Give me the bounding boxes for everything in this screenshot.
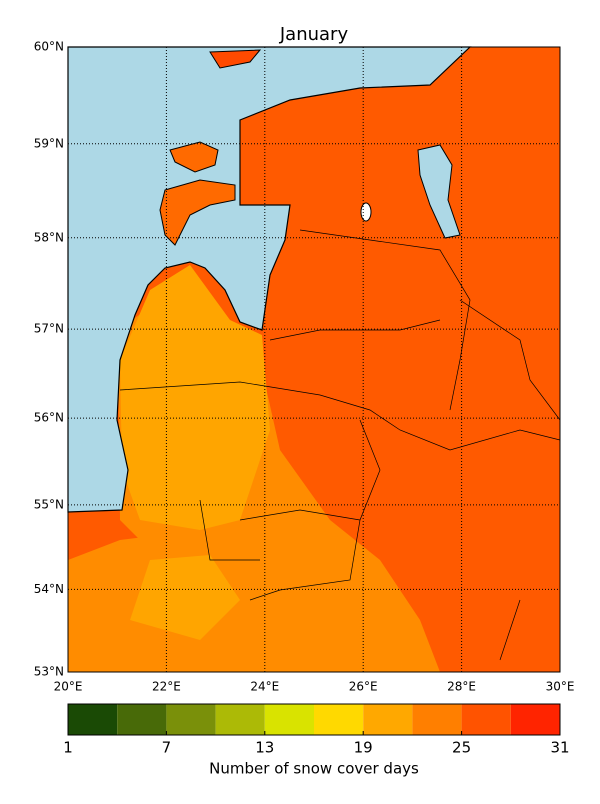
colorbar-bin xyxy=(363,704,413,735)
border xyxy=(119,229,561,661)
lat-label: 57°N xyxy=(34,322,64,336)
colorbar-tick-label: 13 xyxy=(255,739,274,757)
island xyxy=(159,179,236,246)
lon-label: 24°E xyxy=(250,680,279,694)
colorbar-bin xyxy=(215,704,265,735)
lat-label: 54°N xyxy=(34,582,64,596)
graticule: 20°E 22°E 24°E 26°E 28°E 30°E 53°N 54°N 55°N 56°N… xyxy=(34,40,575,694)
island xyxy=(169,141,219,173)
lon-label: 30°E xyxy=(546,680,575,694)
colorbar-bin xyxy=(314,704,364,735)
colorbar-tick-label: 1 xyxy=(63,739,73,757)
colorbar: 1 7 13 19 25 31 xyxy=(63,703,570,757)
lake xyxy=(360,202,372,222)
title: January xyxy=(279,24,349,45)
lat-label: 55°N xyxy=(34,497,64,511)
lat-label: 53°N xyxy=(34,665,64,679)
low-zone xyxy=(120,265,270,640)
map xyxy=(67,46,561,673)
lon-label: 28°E xyxy=(447,680,476,694)
colorbar-frame xyxy=(67,703,561,736)
colorbar-bin xyxy=(117,704,167,735)
colorbar-tick-label: 19 xyxy=(354,739,373,757)
colorbar-bin xyxy=(461,704,511,735)
lat-label: 59°N xyxy=(34,136,64,150)
colorbar-bin xyxy=(510,704,560,735)
colorbar-bin xyxy=(68,704,118,735)
lat-label: 56°N xyxy=(34,411,64,425)
lake xyxy=(417,144,461,239)
colorbar-bin xyxy=(166,704,216,735)
colorbar-tick-label: 25 xyxy=(452,739,471,757)
lat-label: 58°N xyxy=(34,230,64,244)
colorbar-tick-label: 31 xyxy=(550,739,569,757)
lon-label: 20°E xyxy=(54,680,83,694)
colorbar-tick-label: 7 xyxy=(162,739,172,757)
colorbar-bin xyxy=(264,704,314,735)
colorbar-bin xyxy=(412,704,462,735)
lat-label: 60°N xyxy=(34,40,64,54)
colorbar-label: Number of snow cover days xyxy=(209,760,419,778)
sea xyxy=(67,46,472,513)
island xyxy=(209,49,262,69)
lon-label: 22°E xyxy=(152,680,181,694)
lon-label: 26°E xyxy=(349,680,378,694)
